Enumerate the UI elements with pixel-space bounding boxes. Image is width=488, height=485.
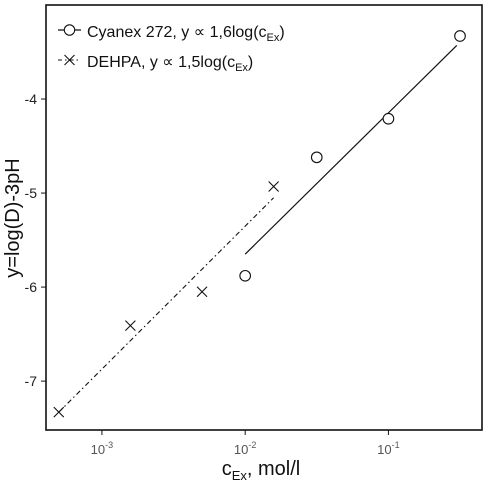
y-tick-label--4: -4 [25,91,38,107]
x-tick-label--3: 10-3 [91,440,113,457]
legend-cyanex-suffix: ) [279,24,284,41]
legend-dehpa-label: DEHPA, y ∝ 1,5log(cEx) [87,54,253,74]
plot-frame [45,4,483,431]
dehpa-point-stroke-b [196,286,208,298]
y-tick-label--5: -5 [25,185,38,201]
legend-cyanex-prefix: Cyanex 272, y ∝ 1,6log(c [87,24,267,41]
dehpa-point-3 [196,286,208,298]
x-tick-exponent: -3 [105,440,113,450]
y-axis-title: y=log(D)-3pH [2,158,24,277]
legend-dehpa-prefix: DEHPA, y ∝ 1,5log(c [87,54,235,71]
x-axis-title: cEx, mol/l [222,458,301,483]
y-tick-label--6: -6 [25,279,38,295]
x-tick-label--1: 10-1 [377,440,399,457]
legend-dehpa-marker-b [64,54,75,66]
dehpa-point-1 [53,406,65,418]
dehpa-point-4 [268,181,280,192]
x-axis-title-sub: Ex [232,468,248,483]
x-tick-exponent: -2 [248,440,256,450]
dehpa-point-2 [124,320,136,332]
x-axis-title-rest: , mol/l [247,458,300,480]
legend: Cyanex 272, y ∝ 1,6log(cEx)DEHPA, y ∝ 1,… [58,24,285,74]
x-tick-exponent: -1 [392,440,400,450]
legend-cyanex-subscript: Ex [267,32,280,44]
legend-dehpa-subscript: Ex [235,62,248,74]
x-tick-base: 10 [234,442,248,457]
legend-cyanex-marker [63,24,76,36]
legend-dehpa-suffix: ) [248,54,253,71]
cyanex-point-3 [382,112,395,125]
cyanex-point-1 [239,269,252,282]
x-tick-base: 10 [91,442,105,457]
x-axis-title-main: c [222,458,232,480]
y-tick-label--7: -7 [25,373,38,389]
dehpa-point-stroke-b [53,406,65,418]
legend-cyanex-label: Cyanex 272, y ∝ 1,6log(cEx) [87,24,285,44]
dehpa-point-stroke-b [124,320,136,332]
x-tick-base: 10 [377,442,391,457]
cyanex-fit-line [244,45,458,255]
dehpa-fit-line [58,197,275,413]
cyanex-point-2 [310,151,323,164]
cyanex-point-4 [454,30,466,42]
x-tick-label--2: 10-2 [234,440,256,457]
dehpa-point-stroke-b [268,181,280,192]
